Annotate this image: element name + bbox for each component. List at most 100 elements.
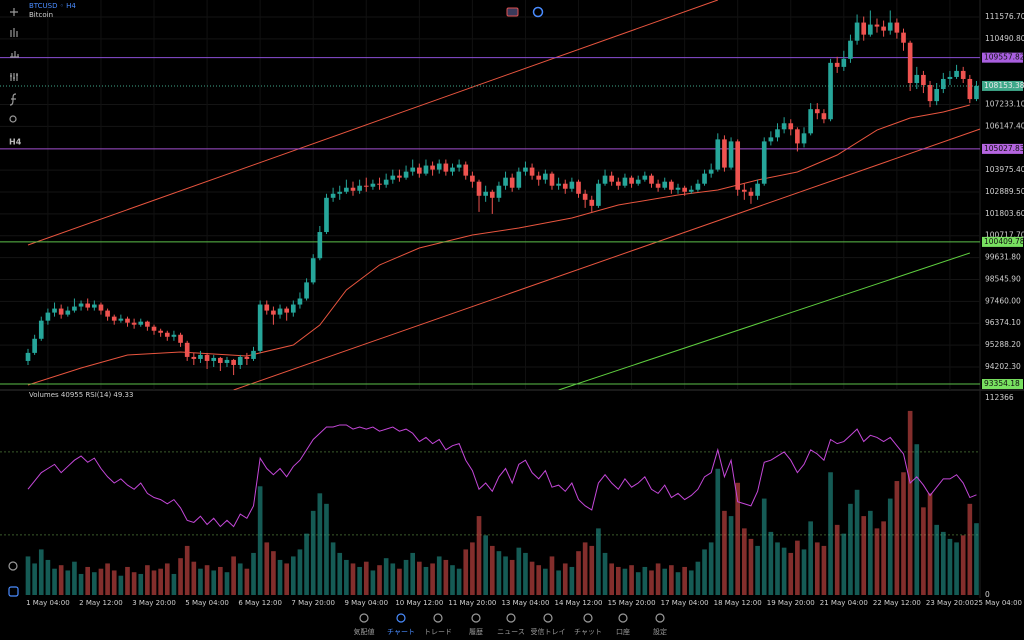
symbol[interactable]: BTCUSD ◦ H4 bbox=[29, 2, 76, 10]
indicator-icon[interactable] bbox=[506, 7, 519, 17]
nav-item[interactable]: チャット bbox=[574, 613, 602, 636]
last-price-tag bbox=[982, 80, 1023, 91]
nav-item[interactable]: トレード bbox=[424, 613, 452, 636]
volume-bar bbox=[536, 565, 542, 595]
candle-body bbox=[529, 167, 535, 176]
candle-body bbox=[861, 22, 867, 35]
volume-bar bbox=[463, 549, 469, 595]
price-pane bbox=[0, 0, 980, 390]
volume-bar bbox=[781, 547, 787, 595]
candle-body bbox=[218, 357, 223, 363]
volume-bar bbox=[569, 566, 575, 595]
clock-icon[interactable] bbox=[532, 6, 544, 18]
candles-tool[interactable] bbox=[10, 28, 18, 37]
candle-body bbox=[582, 193, 588, 200]
volume-bar bbox=[470, 542, 475, 595]
candle-body bbox=[834, 62, 840, 67]
objects-tool[interactable] bbox=[9, 115, 17, 123]
volume-bar bbox=[483, 535, 488, 595]
time-tick-label: 6 May 12:00 bbox=[238, 599, 282, 607]
candle-body bbox=[184, 342, 190, 357]
crosshair-tool[interactable] bbox=[10, 8, 18, 16]
nav-item[interactable]: 設定 bbox=[653, 613, 667, 636]
volume-bar bbox=[755, 545, 760, 595]
time-tick-label: 15 May 20:00 bbox=[608, 599, 656, 607]
candle-body bbox=[516, 171, 522, 188]
nav-item[interactable]: チャート bbox=[387, 613, 415, 636]
candle-body bbox=[894, 22, 900, 33]
candle-body bbox=[317, 232, 323, 259]
nav-item[interactable]: 気配値 bbox=[354, 613, 375, 636]
candle-body bbox=[164, 332, 170, 337]
candle-body bbox=[397, 175, 402, 178]
volume-bar bbox=[914, 444, 920, 595]
candle-body bbox=[98, 304, 104, 311]
price-tick-label: 110490.80 bbox=[985, 34, 1024, 43]
time-tick-label: 25 May 04:00 bbox=[974, 599, 1022, 607]
volume-bar bbox=[907, 410, 913, 595]
last-price-label: 108153.38 bbox=[984, 81, 1024, 90]
volume-bar bbox=[496, 551, 502, 595]
volume-bar bbox=[271, 551, 276, 595]
volume-bar bbox=[25, 556, 31, 595]
volume-bar bbox=[257, 486, 263, 595]
time-tick-label: 14 May 12:00 bbox=[555, 599, 603, 607]
candle-body bbox=[735, 141, 741, 190]
candle-body bbox=[38, 320, 44, 339]
volume-bar bbox=[702, 549, 707, 595]
nav-label: 受信トレイ bbox=[531, 627, 566, 636]
volume-bar bbox=[231, 556, 236, 595]
time-tick-label: 23 May 20:00 bbox=[926, 599, 974, 607]
volume-bar bbox=[344, 559, 349, 595]
candle-body bbox=[324, 197, 329, 233]
bottom-tool-1[interactable] bbox=[8, 561, 18, 571]
volume-bar bbox=[284, 563, 289, 595]
volume-bar bbox=[198, 568, 203, 595]
volume-bar bbox=[118, 575, 124, 595]
timeframe-button[interactable]: H4 bbox=[9, 138, 22, 147]
nav-item[interactable]: ニュース bbox=[497, 613, 525, 636]
candle-body bbox=[688, 189, 694, 192]
candle-body bbox=[795, 129, 800, 144]
volume-bar bbox=[383, 558, 389, 595]
candle-body bbox=[32, 338, 37, 353]
candle-body bbox=[887, 22, 893, 31]
candle-body bbox=[609, 175, 614, 182]
candle-body bbox=[543, 173, 548, 180]
candle-body bbox=[45, 312, 51, 321]
candle-body bbox=[649, 175, 654, 184]
nav-item[interactable]: 履歴 bbox=[469, 613, 483, 636]
volume-bar bbox=[52, 568, 57, 595]
candle-body bbox=[596, 183, 601, 206]
candle-body bbox=[921, 74, 926, 86]
overlay-line bbox=[558, 252, 970, 390]
candle-body bbox=[151, 326, 157, 331]
level-label: 109557.82 bbox=[984, 53, 1024, 62]
candle-body bbox=[138, 321, 144, 325]
candle-body bbox=[436, 163, 442, 170]
volume-bar bbox=[145, 565, 150, 595]
volume-bar bbox=[901, 472, 906, 595]
nav-label: チャート bbox=[387, 628, 415, 636]
indicators-tool[interactable] bbox=[10, 73, 18, 81]
volume-bar bbox=[854, 489, 860, 595]
volume-bar bbox=[841, 533, 847, 595]
candle-body bbox=[655, 183, 661, 188]
candle-body bbox=[377, 183, 382, 185]
volume-bar bbox=[357, 566, 362, 595]
level-tag bbox=[982, 143, 1023, 154]
candle-body bbox=[211, 357, 217, 361]
volume-bar bbox=[602, 552, 608, 595]
bars-tool[interactable] bbox=[10, 51, 19, 58]
volume-bar bbox=[390, 563, 396, 595]
nav-item[interactable]: 口座 bbox=[616, 613, 630, 636]
function-tool[interactable] bbox=[9, 93, 17, 106]
nav-item[interactable]: 受信トレイ bbox=[531, 613, 566, 636]
bottom-tool-2[interactable] bbox=[8, 586, 19, 597]
nav-label: チャット bbox=[574, 628, 602, 636]
candle-body bbox=[934, 89, 939, 102]
candle-body bbox=[271, 310, 276, 315]
candle-body bbox=[244, 356, 250, 359]
candle-body bbox=[728, 141, 734, 168]
